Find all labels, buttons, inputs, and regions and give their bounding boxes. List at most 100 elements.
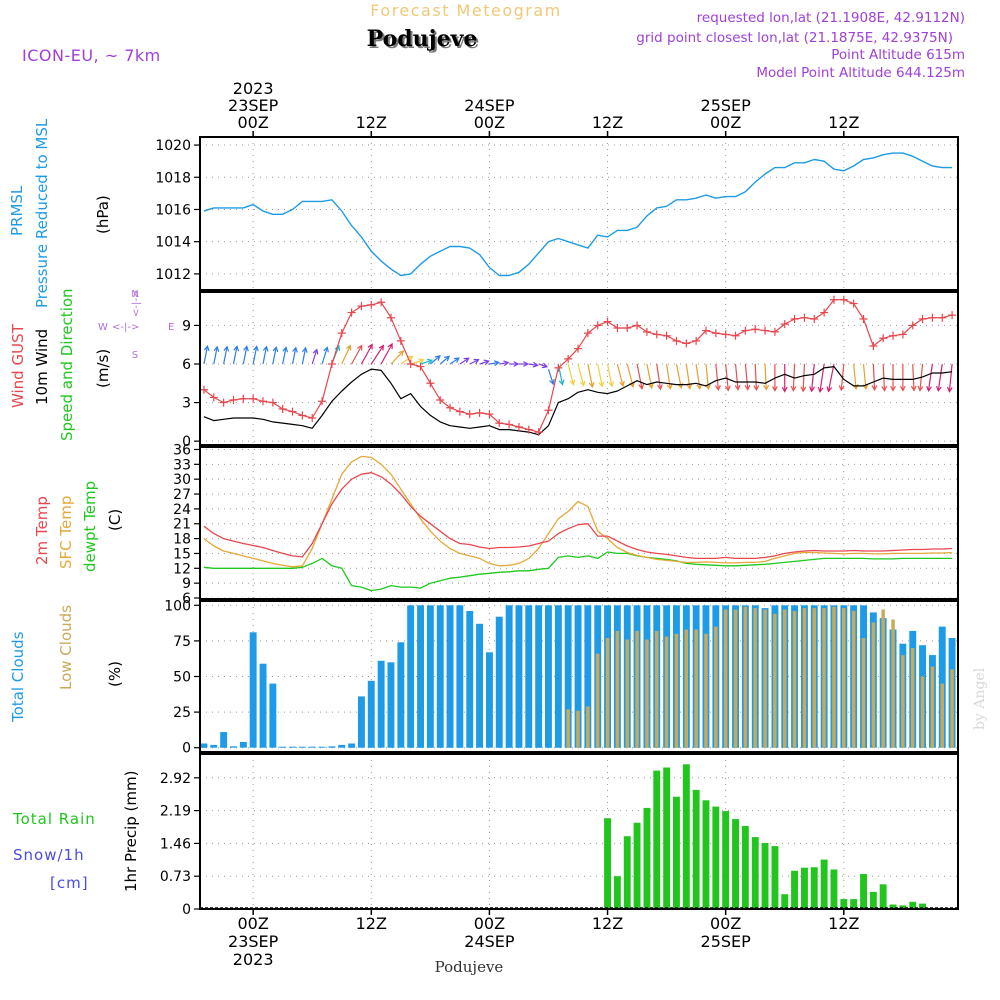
total-cloud-bar <box>367 680 375 748</box>
wind-barb-head <box>292 346 298 353</box>
bottom-time-label: 25SEP <box>701 932 752 951</box>
wind-barb <box>311 349 318 365</box>
gust-point <box>662 331 671 340</box>
wind-barb-head <box>213 345 220 352</box>
bottom-time-label: 24SEP <box>464 932 515 951</box>
wind-barb <box>341 345 351 365</box>
low-cloud-bar <box>910 648 915 748</box>
gust-point <box>613 324 622 332</box>
wind-barb <box>937 363 943 391</box>
top-time-label: 24SEP <box>464 96 515 115</box>
rain-bar <box>791 870 798 909</box>
clouds-ytick-label: 100 <box>164 598 191 614</box>
temperature-ytick-label: 24 <box>173 502 191 518</box>
top-time-label: 12Z <box>828 113 859 132</box>
gust-point <box>839 295 848 304</box>
low-cloud-bar <box>753 608 757 748</box>
model-label: ICON-EU, ~ 7km <box>22 46 161 65</box>
total-cloud-bar <box>239 742 247 748</box>
wind-barb-head <box>781 386 788 393</box>
temperature-ytick-label: 27 <box>173 487 191 503</box>
wind-barb-head <box>608 381 615 388</box>
wind-barb-head <box>666 383 673 391</box>
wind-barb-head <box>407 355 414 361</box>
rain-bar <box>643 807 651 909</box>
total-cloud-bar <box>515 605 523 748</box>
wind-ytick-label: 0 <box>182 434 191 450</box>
wind-barb-head <box>513 361 520 367</box>
total-cloud-bar <box>495 616 503 748</box>
wind-barb <box>597 363 603 387</box>
low-cloud-bar <box>832 606 836 748</box>
pressure-panel: 1012 1014 1016 1018 1020 <box>155 136 959 291</box>
gust-point <box>593 321 602 330</box>
wind-unit: (m/s) <box>94 349 112 388</box>
wind-barb-head <box>838 385 845 392</box>
total-cloud-bar <box>535 605 543 748</box>
clouds-frame <box>199 600 959 753</box>
temperature-ytick-label: 30 <box>173 472 191 488</box>
gust-point <box>465 410 474 419</box>
wind-barb <box>666 363 671 389</box>
precip-background <box>200 754 958 909</box>
wind-barb <box>853 363 857 389</box>
gust-point <box>229 396 238 404</box>
gust-point <box>603 317 612 326</box>
gust-point <box>318 397 327 406</box>
gust-point <box>623 324 632 332</box>
wind-barb-head <box>453 357 460 363</box>
location-title: Podujeve <box>367 26 478 52</box>
total-cloud-bar <box>358 696 365 748</box>
total-cloud-bar <box>298 746 306 748</box>
wind-barb-head <box>493 360 501 367</box>
total-cloud-bar <box>564 605 572 748</box>
wind-barb-head <box>763 384 770 391</box>
rain-bar <box>919 903 926 909</box>
wind-barb-head <box>817 386 824 394</box>
wind-barb <box>754 363 758 390</box>
bottom-time-label: 2023 <box>233 950 274 969</box>
rain-bar <box>682 764 690 909</box>
wind-barb-head <box>444 355 451 362</box>
low-cloud-bar <box>684 629 688 748</box>
low-cloud-bar <box>812 608 816 748</box>
clouds-ytick-label: 75 <box>173 634 191 650</box>
wind-dir-label: Speed and Direction <box>58 288 76 441</box>
gust-point <box>199 385 208 394</box>
total-cloud-bar <box>554 605 562 748</box>
rain-bar <box>722 811 730 909</box>
pressure-ytick-label: 1018 <box>155 170 191 186</box>
wind-barb <box>360 344 373 365</box>
wind-barb-head <box>387 342 393 349</box>
t2m-label: 2m Temp <box>33 496 51 565</box>
wind-barb <box>656 363 662 390</box>
gust-point <box>849 299 858 308</box>
wind-barb-head <box>357 344 363 351</box>
rain-bar <box>899 905 907 909</box>
low-cloud-bar <box>901 655 905 748</box>
gust-point <box>446 403 455 412</box>
total-cloud-bar <box>289 746 296 748</box>
gust-point <box>800 313 809 322</box>
wind-barb <box>734 363 739 390</box>
wind-barb <box>528 363 538 366</box>
gust-point <box>357 302 366 311</box>
rain-bar <box>801 867 808 909</box>
rain-bar <box>840 899 848 909</box>
rain-bar <box>712 806 720 909</box>
total-cloud-bar <box>417 605 424 748</box>
wind-barb-head <box>549 378 555 386</box>
wind-barb <box>242 346 248 365</box>
total-cloud-bar <box>230 746 237 748</box>
wind-barb-head <box>800 386 807 393</box>
wind-barb <box>479 360 489 365</box>
gust-point <box>711 329 720 338</box>
gust-point <box>859 315 868 323</box>
pressure-frame <box>199 136 959 291</box>
gust-point <box>948 311 957 320</box>
rain-bar <box>771 846 779 909</box>
gust-point <box>416 362 425 371</box>
gust-point <box>406 360 415 368</box>
wind10-label: 10m Wind <box>33 329 51 405</box>
gust-point <box>436 396 445 404</box>
